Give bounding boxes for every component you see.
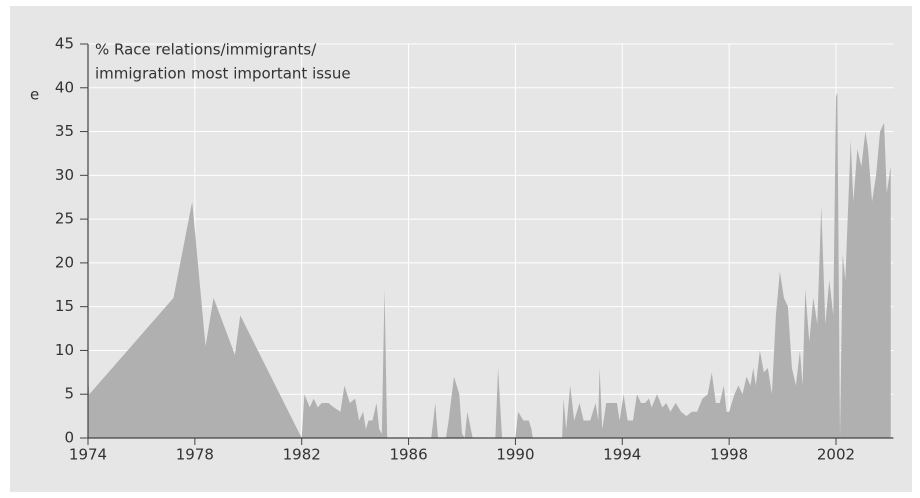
- y-tick-label: 20: [55, 253, 74, 271]
- y-tick-label: 40: [55, 78, 74, 96]
- x-tick-label: 1978: [176, 446, 214, 464]
- area-layer: [88, 92, 891, 439]
- chart-title: % Race relations/immigrants/: [95, 41, 317, 59]
- x-tick-label: 2002: [817, 446, 855, 464]
- y-tick-label: 15: [55, 297, 74, 315]
- chart-title: immigration most important issue: [95, 65, 351, 83]
- x-tick-label: 1994: [603, 446, 641, 464]
- axes: 0 5 10 15 20 25 30 35 40 45 1974 1978 1982 1986 1990 19…: [55, 35, 894, 464]
- y-tick-label: 10: [55, 341, 74, 359]
- area: [88, 92, 891, 439]
- x-tick-label: 1990: [496, 446, 534, 464]
- x-tick-label: 1986: [389, 446, 427, 464]
- y-tick-label: 0: [64, 429, 74, 447]
- x-tick-label: 1974: [69, 446, 107, 464]
- y-tick-label: 25: [55, 210, 74, 228]
- y-tick-label: 5: [64, 385, 74, 403]
- y-tick-label: 45: [55, 35, 74, 53]
- y-tick-label: 30: [55, 166, 74, 184]
- y-tick-label: 35: [55, 122, 74, 140]
- x-tick-label: 1998: [710, 446, 748, 464]
- x-tick-label: 1982: [283, 446, 321, 464]
- clipped-label: e: [30, 86, 39, 104]
